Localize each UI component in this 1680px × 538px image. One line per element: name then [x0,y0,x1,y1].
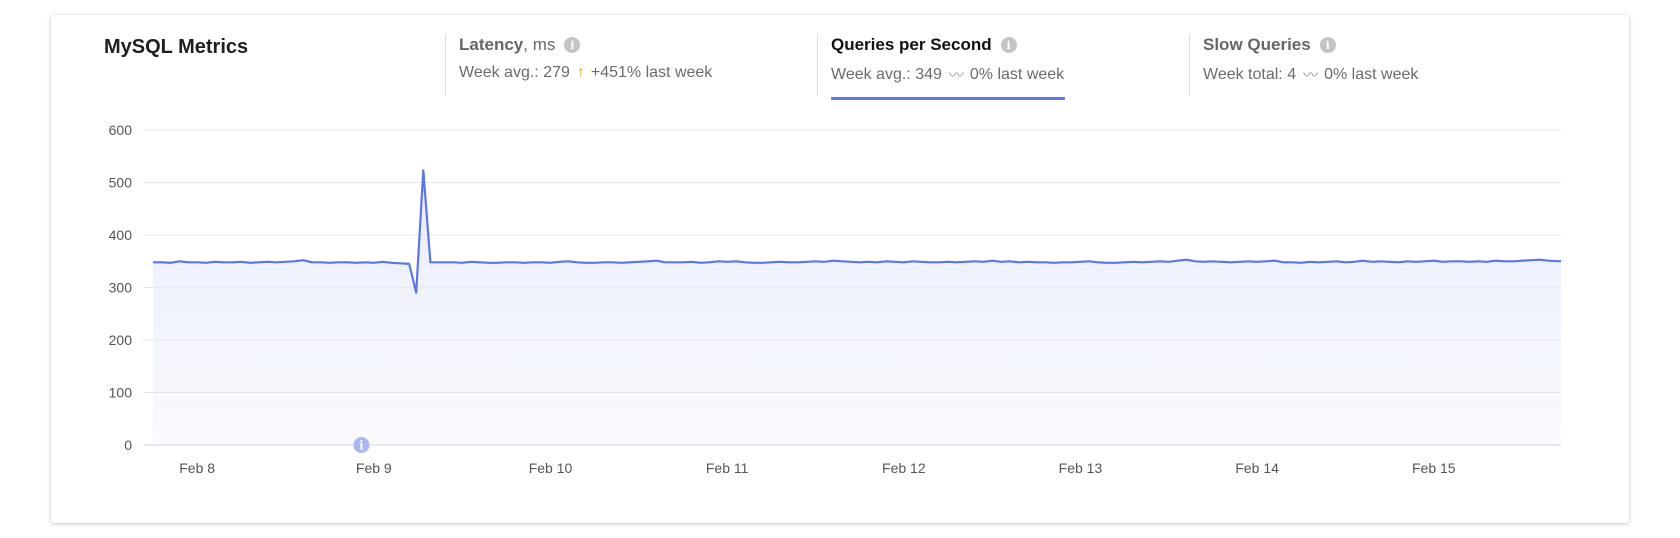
x-tick-label: Feb 14 [1235,460,1279,476]
panel-title: MySQL Metrics [104,36,249,58]
svg-text:i: i [359,439,364,453]
metric-tab-queries-per-second[interactable]: Queries per Second i Week avg.: 349 〰 0%… [817,34,1151,100]
arrow-up-icon: ↑ [576,64,585,81]
metric-name-wrapper: Latency, ms [459,35,555,55]
metric-name: Queries per Second [831,35,992,54]
y-tick-label: 100 [109,385,133,401]
x-tick-label: Feb 10 [529,460,573,476]
metric-summary: Week avg.: 349 [831,65,942,83]
y-tick-label: 400 [109,227,133,243]
metric-tab-slow-queries[interactable]: Slow Queries i Week total: 4 〰 0% last w… [1189,34,1523,96]
series-line [153,169,1562,294]
y-tick-label: 500 [109,175,133,191]
metric-unit: , ms [523,35,556,54]
mysql-metrics-panel: MySQL Metrics Latency, ms i Week avg.: 2… [51,15,1629,523]
y-tick-label: 200 [109,332,133,348]
x-tick-label: Feb 15 [1412,460,1456,476]
metric-summary: Week total: 4 [1203,65,1297,83]
active-tab-underline [831,97,1065,100]
info-icon[interactable]: i [1319,37,1336,53]
series-area [153,170,1561,445]
info-icon[interactable]: i [564,37,581,53]
metric-name: Slow Queries [1203,35,1311,54]
y-tick-label: 600 [109,122,133,138]
info-icon[interactable]: i [1000,37,1017,53]
y-tick-label: 300 [109,280,133,296]
queries-per-second-chart: 0 100 200 300 400 500 600 Feb 8 Feb 9 Feb 10 Feb 1… [109,122,1562,476]
metric-name: Latency [459,35,524,54]
x-tick-label: Feb 11 [706,460,749,476]
metric-tab-latency[interactable]: Latency, ms i Week avg.: 279 ↑ +451% las… [445,34,779,96]
metric-summary: Week avg.: 279 [459,64,570,81]
metric-name-wrapper: Slow Queries [1203,35,1311,55]
metric-change: 0% last week [969,65,1065,83]
flat-trend-icon: 〰 [948,67,964,84]
y-tick-label: 0 [124,437,132,453]
annotation-info-icon[interactable]: i [353,437,370,453]
x-tick-label: Feb 9 [356,460,392,476]
x-tick-label: Feb 8 [179,460,215,476]
metric-change: 0% last week [1324,65,1419,83]
x-tick-label: Feb 12 [882,460,926,476]
flat-trend-icon: 〰 [1303,67,1319,84]
x-tick-label: Feb 13 [1059,460,1103,476]
metric-name-wrapper: Queries per Second [831,35,992,55]
metric-change: +451% last week [590,64,713,81]
